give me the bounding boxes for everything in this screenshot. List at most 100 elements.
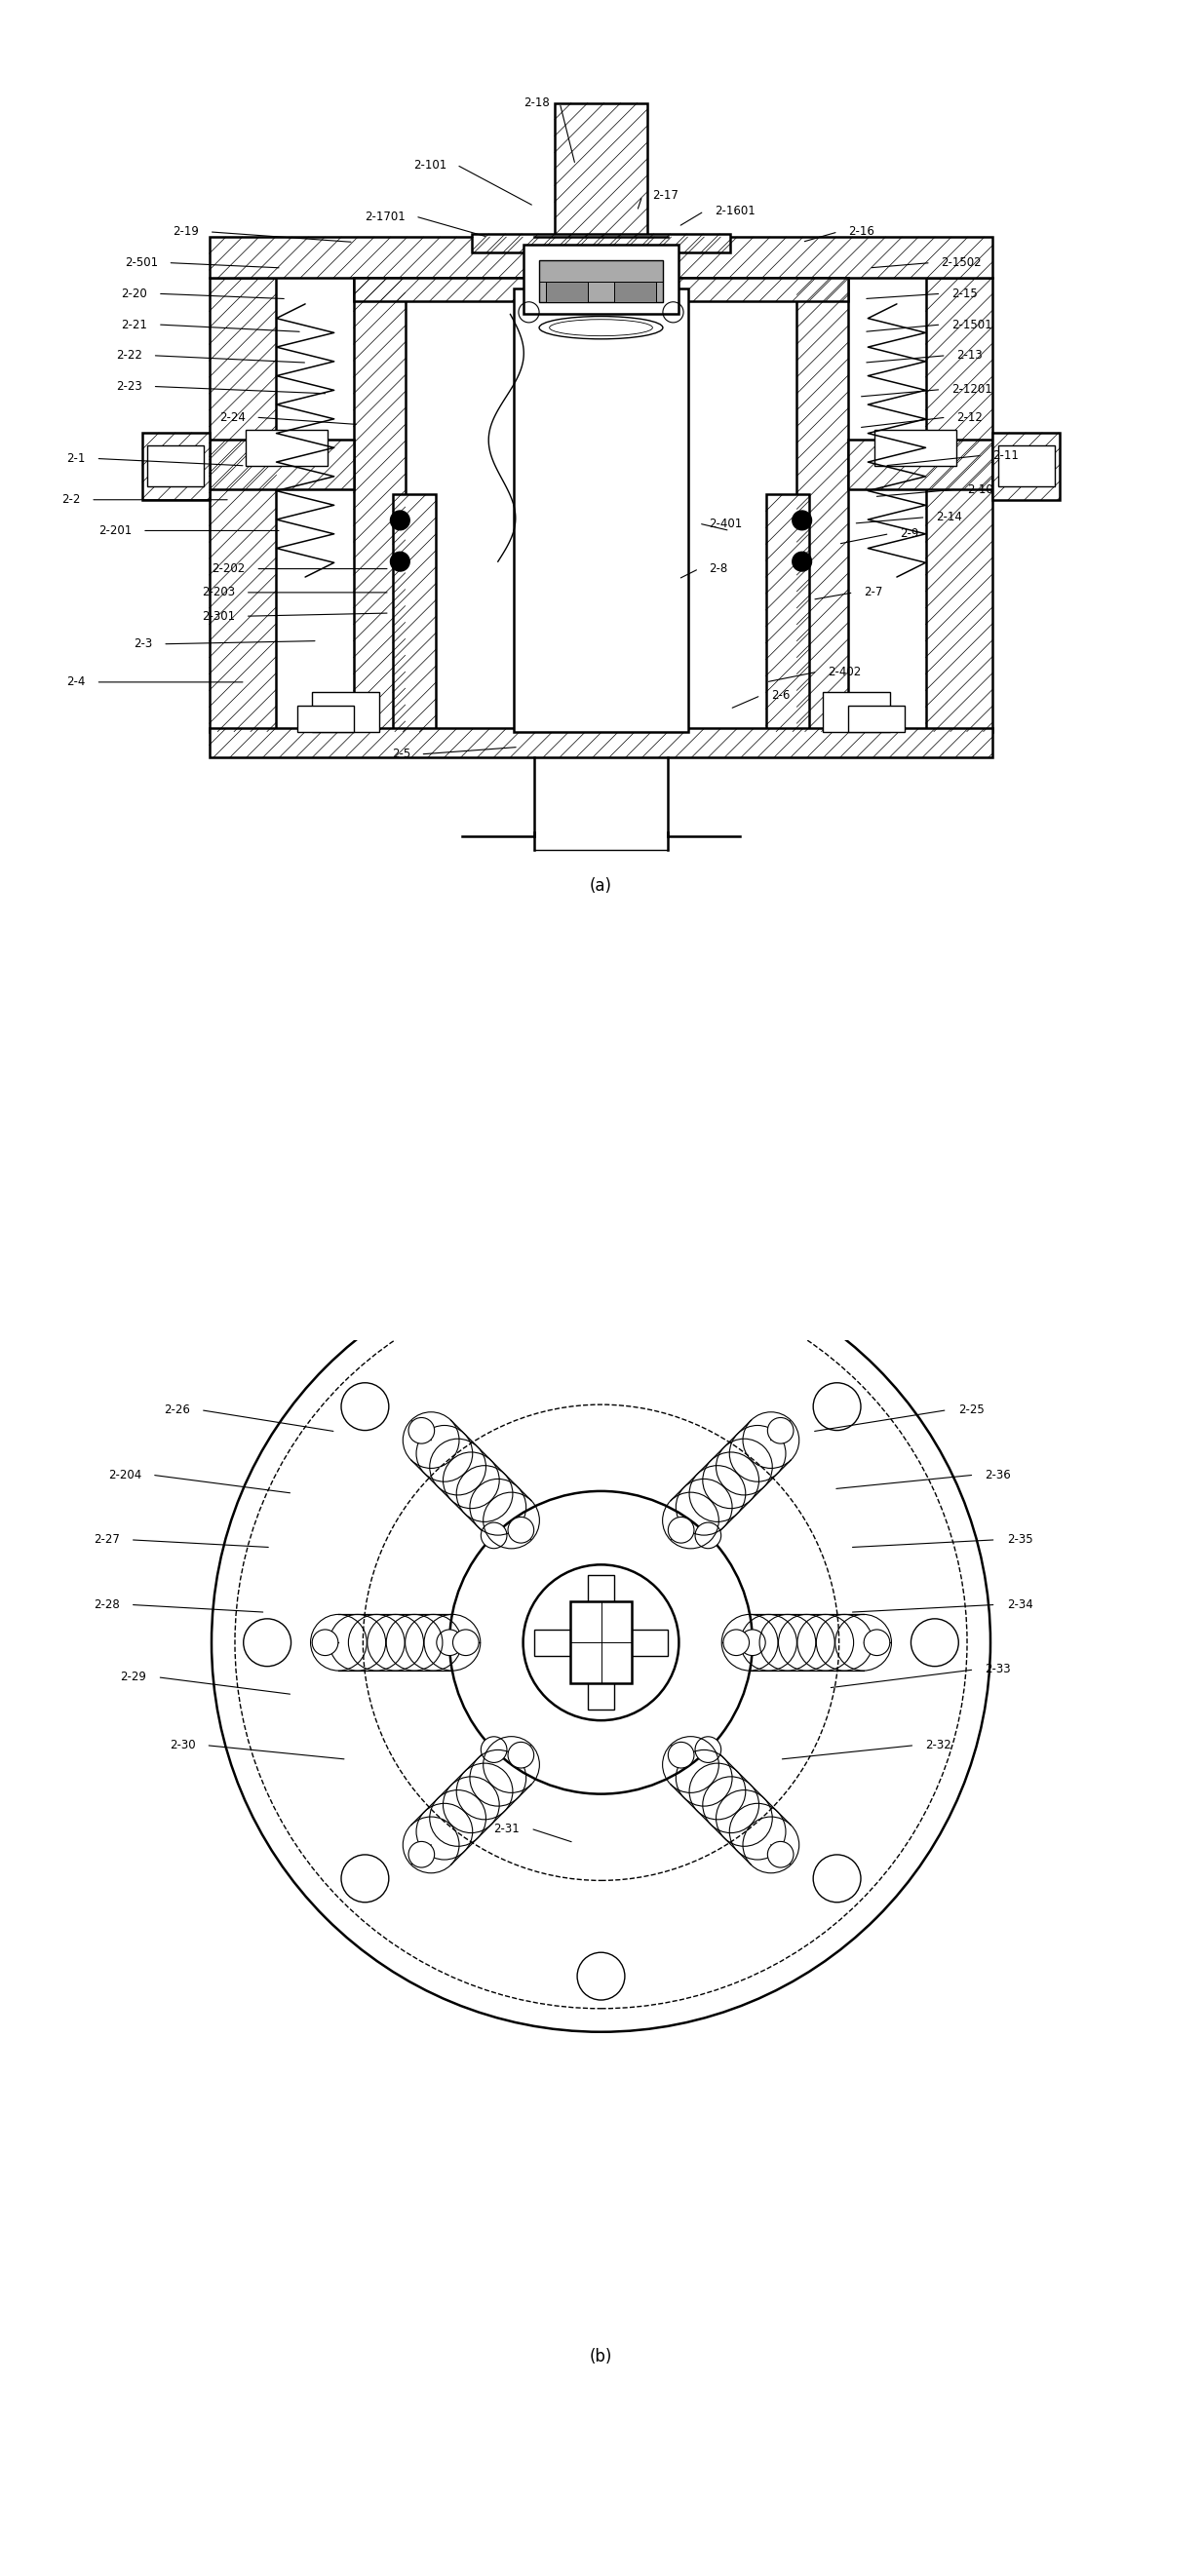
- Circle shape: [508, 1517, 534, 1543]
- Text: (a): (a): [590, 878, 612, 894]
- Bar: [766, 495, 809, 732]
- Circle shape: [911, 1618, 958, 1667]
- Text: 2-12: 2-12: [957, 412, 983, 422]
- Bar: [353, 278, 405, 732]
- Text: 2-25: 2-25: [958, 1404, 984, 1417]
- Circle shape: [523, 1564, 679, 1721]
- Text: 2-33: 2-33: [986, 1664, 1011, 1677]
- Circle shape: [768, 1417, 793, 1443]
- Text: 2-1: 2-1: [67, 453, 85, 464]
- Text: 2-5: 2-5: [392, 747, 410, 760]
- Text: 2-23: 2-23: [117, 381, 142, 392]
- Text: 2-8: 2-8: [709, 562, 728, 574]
- Circle shape: [508, 1741, 534, 1767]
- Text: 2-101: 2-101: [413, 160, 446, 170]
- Circle shape: [814, 1383, 861, 1430]
- Circle shape: [212, 1252, 990, 2032]
- Circle shape: [668, 1517, 694, 1543]
- Ellipse shape: [540, 317, 662, 340]
- Circle shape: [768, 1842, 793, 1868]
- Circle shape: [814, 1855, 861, 1901]
- Text: 2-402: 2-402: [828, 665, 861, 677]
- Circle shape: [450, 1492, 752, 1793]
- Bar: [524, 245, 678, 314]
- Bar: [874, 430, 957, 466]
- Circle shape: [695, 1736, 721, 1762]
- Text: 2-1601: 2-1601: [714, 206, 755, 216]
- Circle shape: [668, 1741, 694, 1767]
- Text: 2-19: 2-19: [173, 227, 200, 237]
- Circle shape: [695, 1522, 721, 1548]
- Text: 2-29: 2-29: [120, 1672, 147, 1685]
- Bar: [209, 440, 353, 489]
- Circle shape: [436, 1631, 463, 1656]
- Text: 2-27: 2-27: [94, 1533, 120, 1546]
- Text: 2-32: 2-32: [926, 1739, 952, 1752]
- Circle shape: [724, 1631, 749, 1656]
- Bar: [313, 693, 380, 732]
- Text: 2-34: 2-34: [1007, 1597, 1033, 1610]
- Text: 2-22: 2-22: [117, 350, 142, 361]
- Bar: [148, 446, 204, 487]
- Circle shape: [481, 1736, 507, 1762]
- Text: 2-7: 2-7: [864, 587, 882, 598]
- Text: 2-203: 2-203: [202, 587, 236, 598]
- Text: 2-1201: 2-1201: [952, 384, 992, 397]
- Text: 2-30: 2-30: [169, 1739, 195, 1752]
- Bar: [588, 1577, 614, 1710]
- Text: 2-28: 2-28: [94, 1597, 120, 1610]
- Text: 2-301: 2-301: [202, 611, 236, 623]
- Circle shape: [313, 1631, 338, 1656]
- Text: 2-501: 2-501: [125, 258, 157, 268]
- Bar: [245, 430, 328, 466]
- Text: 2-2: 2-2: [61, 495, 81, 505]
- Circle shape: [409, 1417, 434, 1443]
- Circle shape: [577, 1285, 625, 1332]
- Bar: [614, 281, 655, 301]
- Bar: [297, 706, 353, 732]
- Text: 2-401: 2-401: [709, 518, 743, 531]
- Bar: [571, 1602, 631, 1685]
- Text: (b): (b): [590, 2347, 612, 2365]
- Text: 2-10: 2-10: [966, 484, 993, 495]
- Circle shape: [244, 1618, 291, 1667]
- Text: 2-31: 2-31: [494, 1821, 520, 1834]
- Bar: [393, 495, 436, 732]
- Text: 2-24: 2-24: [219, 412, 245, 422]
- Text: 2-13: 2-13: [957, 350, 983, 361]
- Text: 2-11: 2-11: [993, 448, 1019, 461]
- Text: 2-4: 2-4: [67, 675, 85, 688]
- Bar: [547, 281, 588, 301]
- Bar: [926, 278, 993, 732]
- Text: 2-201: 2-201: [99, 526, 132, 536]
- Bar: [513, 289, 689, 732]
- Circle shape: [453, 1631, 478, 1656]
- Bar: [998, 446, 1054, 487]
- Circle shape: [409, 1842, 434, 1868]
- Text: 2-36: 2-36: [986, 1468, 1011, 1481]
- Bar: [142, 433, 209, 500]
- Bar: [472, 234, 730, 252]
- Circle shape: [792, 510, 813, 531]
- Text: 2-14: 2-14: [936, 510, 962, 523]
- Text: 2-16: 2-16: [849, 227, 875, 237]
- Bar: [993, 433, 1060, 500]
- Bar: [540, 260, 662, 301]
- Bar: [209, 729, 993, 757]
- Text: 2-9: 2-9: [900, 528, 918, 541]
- Bar: [849, 440, 993, 489]
- Bar: [353, 278, 849, 301]
- Bar: [797, 278, 849, 732]
- Text: 2-204: 2-204: [108, 1468, 142, 1481]
- Circle shape: [577, 1953, 625, 1999]
- Text: 2-6: 2-6: [770, 690, 790, 701]
- Circle shape: [481, 1522, 507, 1548]
- Text: 2-3: 2-3: [133, 639, 153, 649]
- Text: 2-35: 2-35: [1007, 1533, 1033, 1546]
- Text: 2-202: 2-202: [212, 562, 245, 574]
- Text: 2-17: 2-17: [653, 191, 679, 201]
- Bar: [209, 278, 276, 732]
- Text: 2-20: 2-20: [121, 289, 148, 299]
- Circle shape: [341, 1383, 388, 1430]
- Text: 2-1502: 2-1502: [941, 258, 982, 268]
